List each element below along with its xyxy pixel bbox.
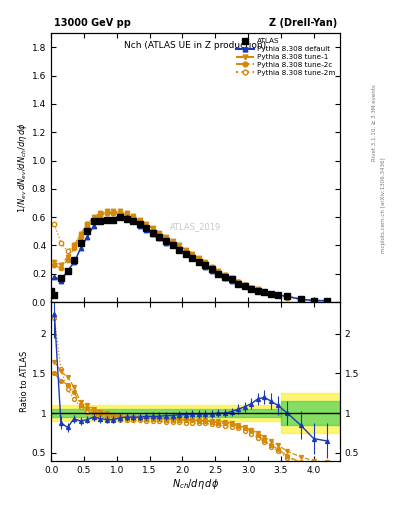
Bar — [281, 393, 340, 433]
X-axis label: $N_{ch}/d\eta\,d\phi$: $N_{ch}/d\eta\,d\phi$ — [172, 477, 219, 492]
Bar — [51, 405, 281, 421]
Y-axis label: $1/N_{ev}\,dN_{ev}/dN_{ch}/d\eta\,d\phi$: $1/N_{ev}\,dN_{ev}/dN_{ch}/d\eta\,d\phi$ — [16, 122, 29, 213]
Legend: ATLAS, Pythia 8.308 default, Pythia 8.308 tune-1, Pythia 8.308 tune-2c, Pythia 8: ATLAS, Pythia 8.308 default, Pythia 8.30… — [234, 37, 336, 77]
Text: mcplots.cern.ch [arXiv:1306.3436]: mcplots.cern.ch [arXiv:1306.3436] — [381, 157, 386, 252]
Text: 13000 GeV pp: 13000 GeV pp — [54, 18, 131, 28]
Text: Rivet 3.1.10, ≥ 3.3M events: Rivet 3.1.10, ≥ 3.3M events — [372, 84, 377, 161]
Text: ATLAS_2019: ATLAS_2019 — [170, 222, 221, 231]
Bar — [51, 409, 281, 417]
Bar — [281, 401, 340, 425]
Text: Nch (ATLAS UE in Z production): Nch (ATLAS UE in Z production) — [125, 41, 266, 50]
Text: Z (Drell-Yan): Z (Drell-Yan) — [269, 18, 337, 28]
Y-axis label: Ratio to ATLAS: Ratio to ATLAS — [20, 351, 29, 412]
